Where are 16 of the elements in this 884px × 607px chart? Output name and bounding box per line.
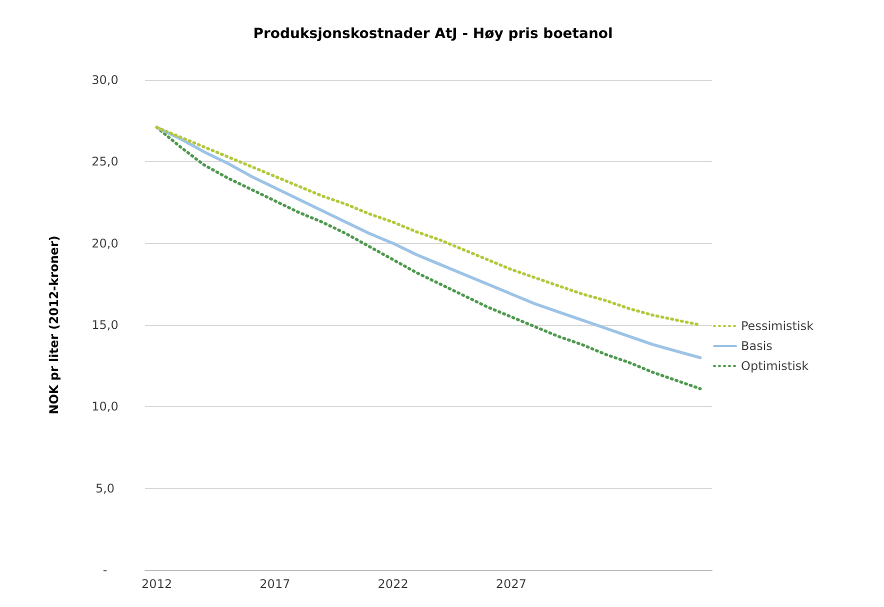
y-tick-label: - [102, 563, 108, 577]
x-tick-label: 2022 [378, 577, 408, 591]
chart-title: Produksjonskostnader AtJ - Høy pris boetanol [253, 26, 613, 42]
x-tick-label: 2012 [142, 577, 172, 591]
y-tick-label: 30,0 [92, 73, 118, 87]
legend-label: Optimistisk [741, 359, 809, 373]
y-tick-label: 15,0 [92, 318, 118, 332]
legend-label: Basis [741, 339, 772, 353]
y-axis-title: NOK pr liter (2012-kroner) [47, 236, 61, 414]
x-tick-label: 2027 [496, 577, 526, 591]
y-tick-label: 10,0 [92, 400, 118, 414]
legend-label: Pessimistisk [741, 319, 814, 333]
x-tick-label: 2017 [260, 577, 290, 591]
y-tick-label: 25,0 [92, 154, 118, 169]
y-tick-label: 5,0 [95, 481, 115, 496]
y-tick-label: 20,0 [92, 236, 118, 250]
